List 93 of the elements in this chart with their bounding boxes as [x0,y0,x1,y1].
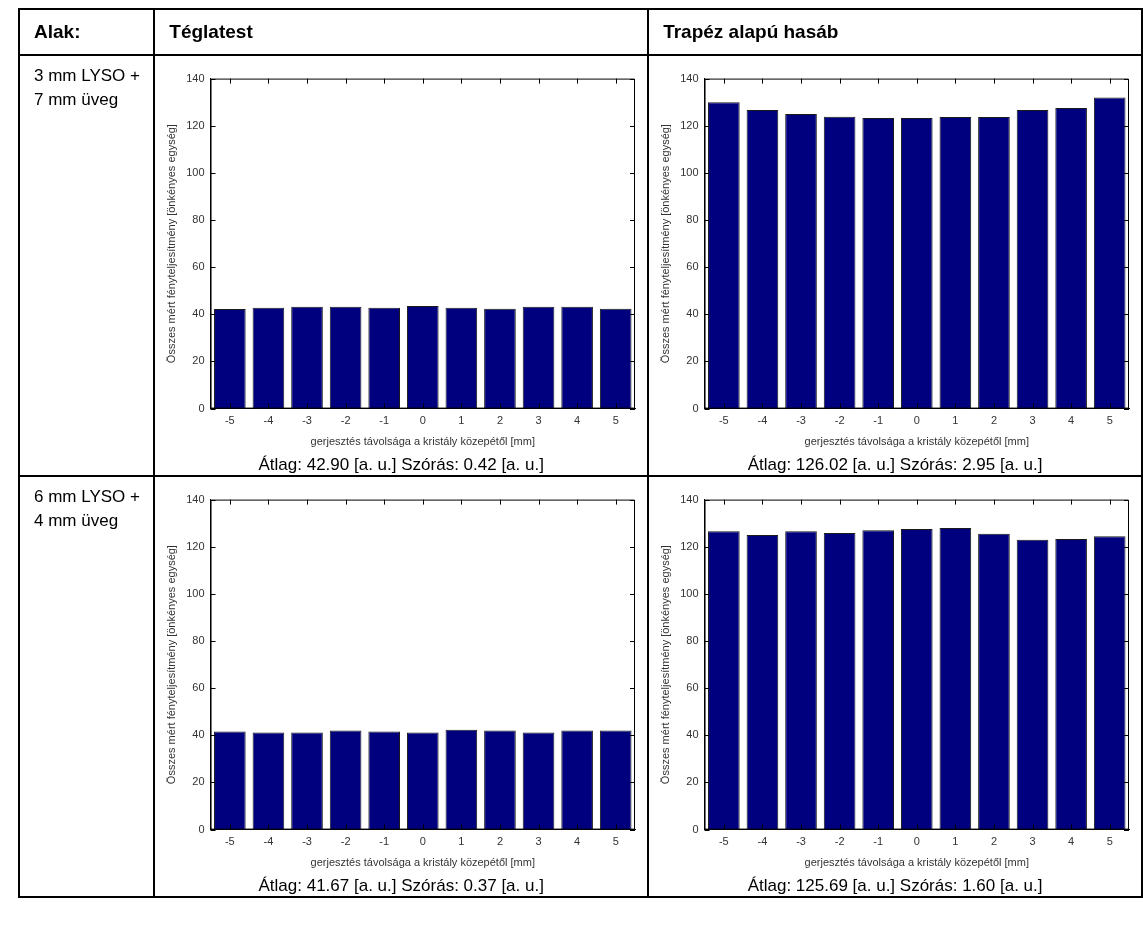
x-tick-label: 5 [612,835,620,848]
x-tick-label: -5 [719,835,729,848]
y-tick-label: 60 [192,260,205,273]
x-tick-label: 0 [913,835,920,848]
text: Átlag: 42.90 [a. u.] Szórás: 0.42 [a. u.] [257,455,545,475]
x-tick-label: 0 [913,414,920,427]
y-tick-label: 0 [198,822,205,835]
y-axis-title: Összes mért fényteljesítmény [önkényes egység] [164,545,177,785]
y-tick-label: 20 [686,354,699,367]
y-tick-label: 40 [192,307,205,320]
x-tick-label: -4 [263,835,274,848]
x-tick-label: 1 [458,835,465,848]
y-tick-label: 140 [186,492,205,505]
y-tick-label: 60 [686,681,699,694]
y-tick-label: 100 [186,165,205,178]
y-tick-label: 100 [186,586,205,599]
x-tick-label: 1 [458,414,465,427]
x-axis-title: gerjesztés távolsága a kristály közepétől [mm] [310,435,536,448]
x-tick-label: -3 [302,414,313,427]
y-tick-label: 0 [692,401,699,414]
x-tick-label: -3 [302,835,313,848]
y-tick-label: 140 [680,492,699,505]
x-tick-label: 3 [535,835,542,848]
text: Trapéz alapú hasáb [648,9,1142,55]
x-tick-label: -2 [834,835,845,848]
x-axis-title: gerjesztés távolsága a kristály közepétől [mm] [804,435,1030,448]
x-tick-label: 3 [535,414,542,427]
y-tick-label: 120 [680,539,699,552]
y-tick-label: 100 [680,586,699,599]
x-tick-label: 3 [1029,835,1036,848]
text: 6 mm LYSO + 4 mm üveg [19,476,155,897]
x-tick-label: -5 [225,414,236,427]
y-tick-label: 80 [192,213,205,226]
text: 3 mm LYSO + 7 mm üveg [19,55,155,476]
x-tick-label: -1 [873,414,884,427]
text: Alak: [19,9,155,55]
x-tick-label: 3 [1029,414,1036,427]
x-tick-label: 4 [1068,835,1075,848]
x-tick-label: 2 [497,414,504,427]
text: Átlag: 41.67 [a. u.] Szórás: 0.37 [a. u.] [257,876,545,896]
x-tick-label: 2 [991,414,998,427]
y-tick-label: 140 [680,71,699,84]
x-tick-label: 0 [420,835,427,848]
x-tick-label: 4 [574,414,581,427]
x-tick-label: -5 [719,414,729,427]
y-tick-label: 40 [686,728,699,741]
y-tick-label: 0 [198,401,205,414]
y-axis-title: Összes mért fényteljesítmény [önkényes egység] [658,124,671,364]
x-tick-label: -5 [225,835,236,848]
x-tick-label: -3 [796,414,807,427]
x-tick-label: -1 [379,414,390,427]
y-tick-label: 80 [686,634,699,647]
x-tick-label: -1 [873,835,884,848]
y-tick-label: 0 [692,822,699,835]
x-tick-label: 4 [1068,414,1075,427]
y-tick-label: 20 [192,775,205,788]
x-tick-label: 2 [991,835,998,848]
y-tick-label: 140 [186,71,205,84]
x-tick-label: 0 [420,414,427,427]
y-tick-label: 20 [192,354,205,367]
x-tick-label: -2 [834,414,845,427]
y-tick-label: 20 [686,775,699,788]
y-axis-title: Összes mért fényteljesítmény [önkényes egység] [658,545,671,785]
x-tick-label: 4 [574,835,581,848]
x-tick-label: -4 [757,414,768,427]
y-tick-label: 80 [686,213,699,226]
x-tick-label: 1 [952,835,959,848]
y-tick-label: 60 [686,260,699,273]
text: Téglatest [154,9,649,55]
x-tick-label: -1 [379,835,390,848]
text: Átlag: 125.69 [a. u.] Szórás: 1.60 [a. u.] [746,876,1044,896]
y-tick-label: 80 [192,634,205,647]
x-tick-label: 1 [952,414,959,427]
x-tick-label: -2 [341,414,351,427]
x-tick-label: -3 [796,835,807,848]
x-tick-label: 5 [1106,835,1113,848]
y-tick-label: 120 [186,539,205,552]
x-tick-label: -4 [263,414,274,427]
y-tick-label: 120 [186,118,205,131]
x-tick-label: -2 [341,835,351,848]
y-tick-label: 40 [686,307,699,320]
y-tick-label: 60 [192,681,205,694]
text: Átlag: 126.02 [a. u.] Szórás: 2.95 [a. u.] [746,455,1044,475]
x-axis-title: gerjesztés távolsága a kristály közepétől [mm] [310,856,536,869]
x-axis-title: gerjesztés távolsága a kristály közepétől [mm] [804,856,1030,869]
y-tick-label: 40 [192,728,205,741]
x-tick-label: -4 [757,835,768,848]
y-axis-title: Összes mért fényteljesítmény [önkényes egység] [164,124,177,364]
y-tick-label: 100 [680,165,699,178]
y-tick-label: 120 [680,118,699,131]
x-tick-label: 5 [1106,414,1113,427]
x-tick-label: 2 [497,835,504,848]
x-tick-label: 5 [612,414,620,427]
